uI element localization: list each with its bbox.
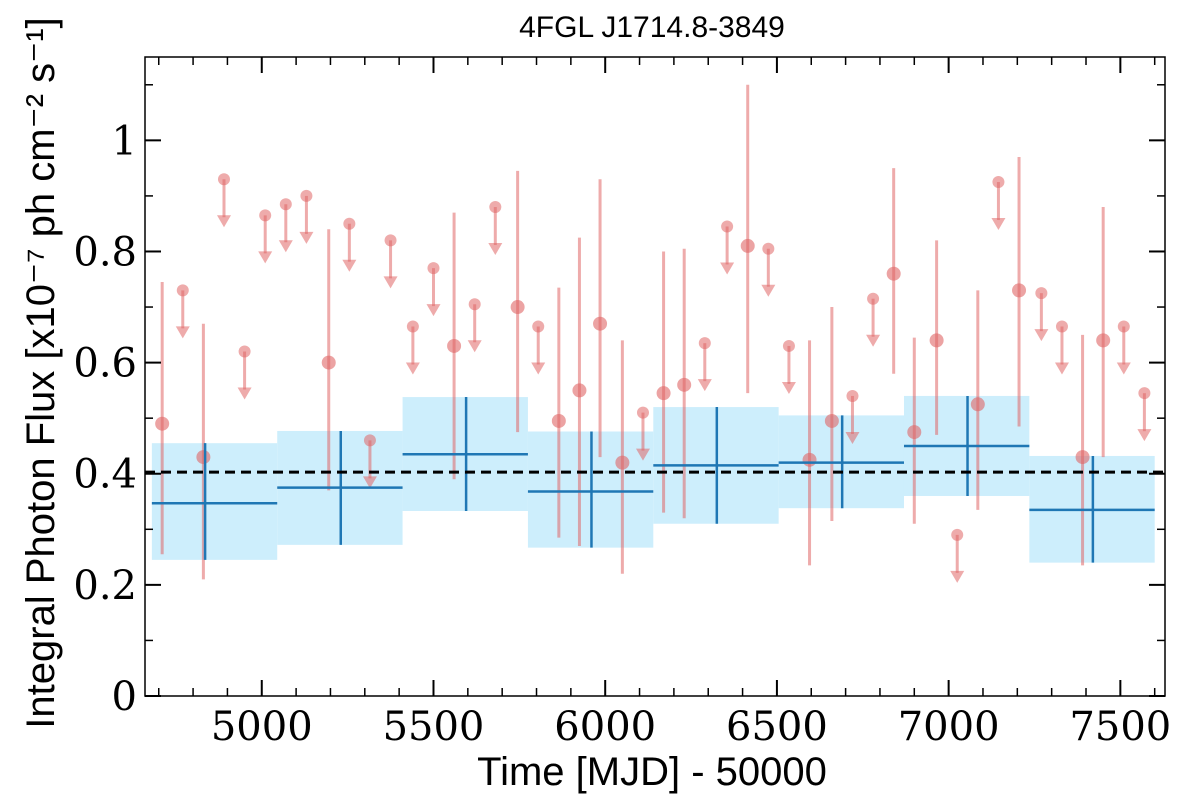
detection-point — [970, 397, 985, 412]
detection-point — [886, 266, 901, 281]
upper-limit-point — [1117, 320, 1130, 333]
upper-limit-arrowhead — [426, 304, 441, 317]
upper-limit-point — [384, 234, 397, 247]
detection-point — [677, 377, 692, 392]
upper-limit-arrowhead — [299, 231, 314, 244]
upper-limit-arrowhead — [278, 240, 293, 253]
detection-point — [572, 383, 587, 398]
detection-point — [510, 300, 525, 315]
upper-limit-point — [846, 389, 859, 402]
detection-point — [802, 452, 817, 467]
upper-limit-arrowhead — [467, 340, 482, 353]
upper-limit-arrowhead — [1034, 329, 1049, 342]
detection-point — [824, 413, 839, 428]
detection-point — [615, 455, 630, 470]
axes-frame — [144, 56, 1166, 697]
upper-limit-arrowhead — [845, 431, 860, 444]
detection-point — [1075, 450, 1090, 465]
y-tick-label: 0 — [112, 674, 137, 720]
upper-limit-arrowhead — [1054, 362, 1069, 375]
upper-limit-point — [427, 262, 440, 275]
x-tick-label: 5000 — [211, 704, 313, 750]
upper-limit-arrowhead — [720, 262, 735, 275]
upper-limit-point — [951, 528, 964, 541]
y-axis-title: Integral Photon Flux [x10⁻⁷ ph cm⁻² s⁻¹] — [19, 17, 63, 728]
upper-limit-point — [489, 201, 502, 214]
upper-limit-point — [468, 298, 481, 311]
x-tick-label: 6500 — [726, 704, 828, 750]
upper-limit-arrowhead — [1137, 429, 1152, 442]
axis-ticks: 5000 5500 6000 6500 7000 7500 0 0.2 0.4 0.6 0.8 1 — [73, 57, 1171, 750]
upper-limit-arrowhead — [635, 448, 650, 461]
upper-limit-point — [279, 198, 292, 211]
upper-limit-point — [176, 284, 189, 297]
upper-limit-arrowhead — [531, 362, 546, 375]
long-bin-band — [151, 443, 278, 560]
detection-point — [907, 425, 922, 440]
upper-limit-point — [300, 189, 313, 202]
long-bin-bands — [151, 395, 1155, 563]
long-bin-errorbars — [151, 395, 1155, 563]
x-tick-label: 7000 — [898, 704, 1000, 750]
upper-limit-arrowhead — [488, 243, 503, 256]
y-tick-label: 0.4 — [73, 452, 137, 498]
x-axis-title: Time [MJD] - 50000 — [477, 750, 827, 794]
upper-limit-point — [698, 337, 711, 350]
detection-point — [929, 333, 944, 348]
y-tick-label: 0.2 — [73, 563, 137, 609]
upper-limit-arrowhead — [237, 387, 252, 400]
detection-point — [1096, 333, 1111, 348]
detection-point — [551, 413, 566, 428]
upper-limit-point — [1138, 387, 1151, 400]
detection-point — [196, 450, 211, 465]
y-tick-label: 0.8 — [73, 229, 137, 275]
upper-limit-arrowhead — [991, 218, 1006, 231]
upper-limit-arrowhead — [950, 570, 965, 583]
x-tick-label: 6000 — [554, 704, 656, 750]
upper-limit-point — [867, 292, 880, 305]
y-tick-label: 0.6 — [73, 341, 137, 387]
upper-limit-arrowhead — [258, 251, 273, 264]
detection-point — [1012, 283, 1027, 298]
upper-limit-arrowhead — [383, 276, 398, 289]
detection-point — [740, 238, 755, 253]
upper-limit-arrowhead — [781, 381, 796, 394]
detection-point — [447, 338, 462, 353]
upper-limit-point — [636, 406, 649, 419]
upper-limit-point — [782, 339, 795, 352]
chart-title: 4FGL J1714.8-3849 — [519, 11, 785, 44]
upper-limit-point — [762, 242, 775, 255]
detection-point — [155, 416, 170, 431]
y-tick-label: 1 — [112, 118, 137, 164]
upper-limit-point — [1035, 287, 1048, 300]
upper-limit-point — [992, 176, 1005, 189]
x-tick-label: 5500 — [383, 704, 485, 750]
upper-limit-arrowhead — [362, 476, 377, 489]
upper-limit-arrowhead — [342, 259, 357, 272]
upper-limit-arrowhead — [175, 326, 190, 339]
detection-point — [321, 355, 336, 370]
short-bin-points — [155, 84, 1152, 583]
detection-point — [656, 386, 671, 401]
plot-frame — [144, 56, 1166, 697]
upper-limit-point — [238, 345, 251, 358]
upper-limit-arrowhead — [697, 379, 712, 392]
upper-limit-point — [721, 220, 734, 233]
upper-limit-arrowhead — [1116, 362, 1131, 375]
x-tick-label: 7500 — [1069, 704, 1171, 750]
upper-limit-point — [259, 209, 272, 222]
upper-limit-arrowhead — [216, 215, 231, 228]
upper-limit-point — [532, 320, 545, 333]
upper-limit-point — [217, 173, 230, 186]
upper-limit-point — [406, 320, 419, 333]
upper-limit-arrowhead — [866, 334, 881, 347]
upper-limit-arrowhead — [761, 284, 776, 297]
upper-limit-point — [343, 217, 356, 230]
upper-limit-point — [363, 434, 376, 447]
upper-limit-point — [1055, 320, 1068, 333]
upper-limit-arrowhead — [405, 362, 420, 375]
detection-point — [593, 316, 608, 331]
